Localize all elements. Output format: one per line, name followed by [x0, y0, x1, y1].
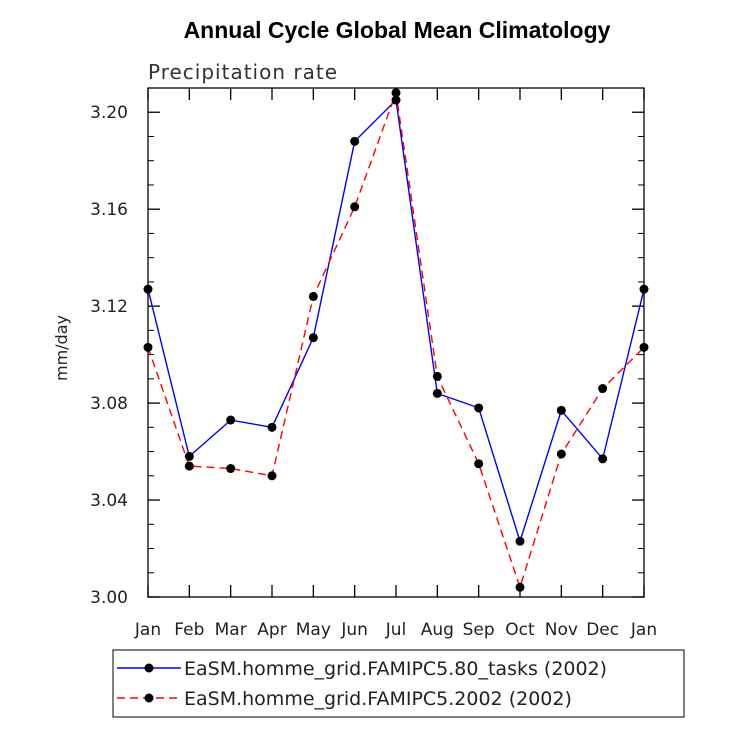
series-1-point	[556, 405, 566, 415]
x-tick-label: Mar	[215, 620, 247, 640]
x-tick-label: Dec	[586, 620, 619, 640]
series-2-point	[598, 384, 608, 394]
y-tick-label: 3.00	[90, 588, 128, 608]
x-tick-label: May	[296, 620, 331, 640]
series-1-point	[474, 403, 484, 413]
series-1-point	[598, 454, 608, 464]
series-2-point	[308, 291, 318, 301]
x-tick-label: Jan	[134, 620, 161, 640]
series-2-point	[515, 582, 525, 592]
series-2-point	[432, 371, 442, 381]
x-tick-label: Jun	[340, 620, 368, 640]
chart-subtitle: Precipitation rate	[148, 60, 338, 84]
series-1-point	[226, 415, 236, 425]
x-tick-label: Oct	[505, 620, 535, 640]
y-tick-label: 3.20	[90, 103, 128, 123]
x-tick-label: Sep	[463, 620, 495, 640]
series-line-1	[147, 98, 645, 544]
legend-box	[112, 649, 685, 718]
series-2-point	[226, 464, 236, 474]
x-tick-label: Nov	[545, 620, 578, 640]
legend-label-1: EaSM.homme_grid.FAMIPC5.80_tasks (2002)	[184, 658, 607, 680]
y-tick-label: 3.12	[90, 297, 128, 317]
series-1-point	[143, 284, 153, 294]
series-1-point	[350, 136, 360, 146]
legend: EaSM.homme_grid.FAMIPC5.80_tasks (2002) E…	[112, 649, 685, 718]
series-2-point	[143, 342, 153, 352]
series-1-point	[432, 388, 442, 398]
series-2-point	[350, 202, 360, 212]
y-axis-label: mm/day	[52, 315, 71, 381]
series-2-point	[391, 88, 401, 98]
series-1-point	[515, 536, 525, 546]
x-tick-label: Jan	[630, 620, 657, 640]
x-tick-labels: Jan Feb Mar Apr May Jun Jul Aug Sep Oct Nov Dec Jan	[134, 620, 657, 640]
y-tick-label: 3.04	[90, 491, 128, 511]
x-tick-label: Jul	[385, 620, 407, 640]
series-1-point	[308, 333, 318, 343]
series-2-point	[639, 342, 649, 352]
series-1-point	[391, 95, 401, 105]
plot-frame	[147, 87, 645, 598]
legend-marker-2	[144, 693, 154, 703]
series-1-point	[184, 451, 194, 461]
x-tick-label: Apr	[257, 620, 286, 640]
series-1-point	[267, 422, 277, 432]
y-tick-labels: 3.00 3.04 3.08 3.12 3.16 3.20	[90, 103, 128, 608]
axis-ticks	[147, 87, 645, 598]
y-tick-label: 3.16	[90, 200, 128, 220]
series-2-point	[267, 471, 277, 481]
series-1-point	[639, 284, 649, 294]
series-2-point	[474, 459, 484, 469]
x-tick-label: Aug	[421, 620, 454, 640]
series-2-point	[556, 449, 566, 459]
series-line-2	[147, 92, 645, 590]
legend-marker-1	[144, 663, 154, 673]
x-tick-label: Feb	[174, 620, 204, 640]
y-tick-label: 3.08	[90, 394, 128, 414]
series-2-point	[184, 461, 194, 471]
chart-title: Annual Cycle Global Mean Climatology	[184, 17, 611, 43]
legend-label-2: EaSM.homme_grid.FAMIPC5.2002 (2002)	[184, 688, 572, 710]
series-layer	[143, 88, 649, 592]
